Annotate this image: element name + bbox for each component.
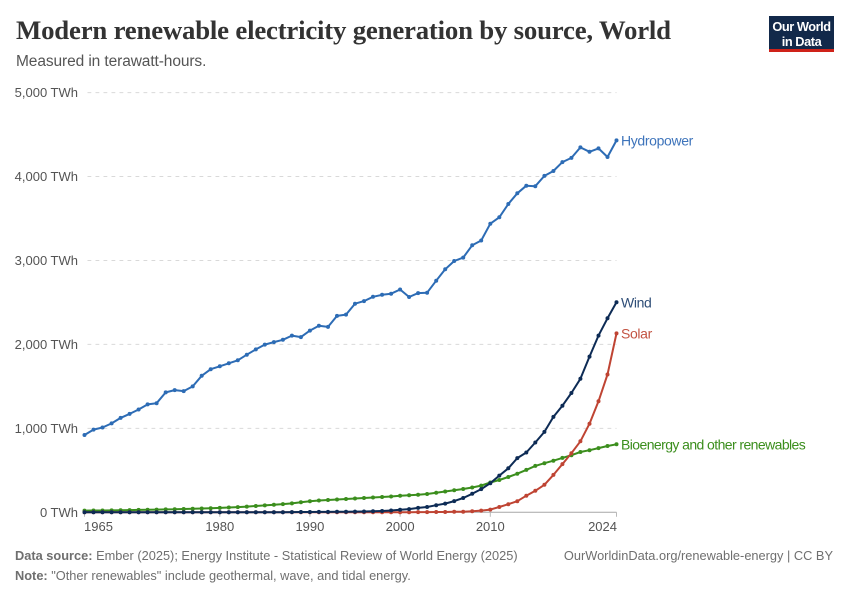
svg-text:Solar: Solar <box>621 325 653 341</box>
svg-text:4,000 TWh: 4,000 TWh <box>15 169 78 184</box>
svg-text:1980: 1980 <box>205 519 234 534</box>
svg-text:5,000 TWh: 5,000 TWh <box>15 85 78 100</box>
svg-text:2,000 TWh: 2,000 TWh <box>15 337 78 352</box>
svg-text:3,000 TWh: 3,000 TWh <box>15 253 78 268</box>
svg-text:2000: 2000 <box>386 519 415 534</box>
svg-text:Hydropower: Hydropower <box>621 132 694 148</box>
svg-text:Bioenergy and other renewables: Bioenergy and other renewables <box>621 436 806 452</box>
svg-text:Wind: Wind <box>621 294 652 310</box>
svg-text:1965: 1965 <box>84 519 113 534</box>
svg-text:2010: 2010 <box>476 519 505 534</box>
svg-text:1,000 TWh: 1,000 TWh <box>15 421 78 436</box>
svg-text:1990: 1990 <box>295 519 324 534</box>
svg-text:0 TWh: 0 TWh <box>40 505 78 520</box>
svg-text:2024: 2024 <box>588 519 617 534</box>
